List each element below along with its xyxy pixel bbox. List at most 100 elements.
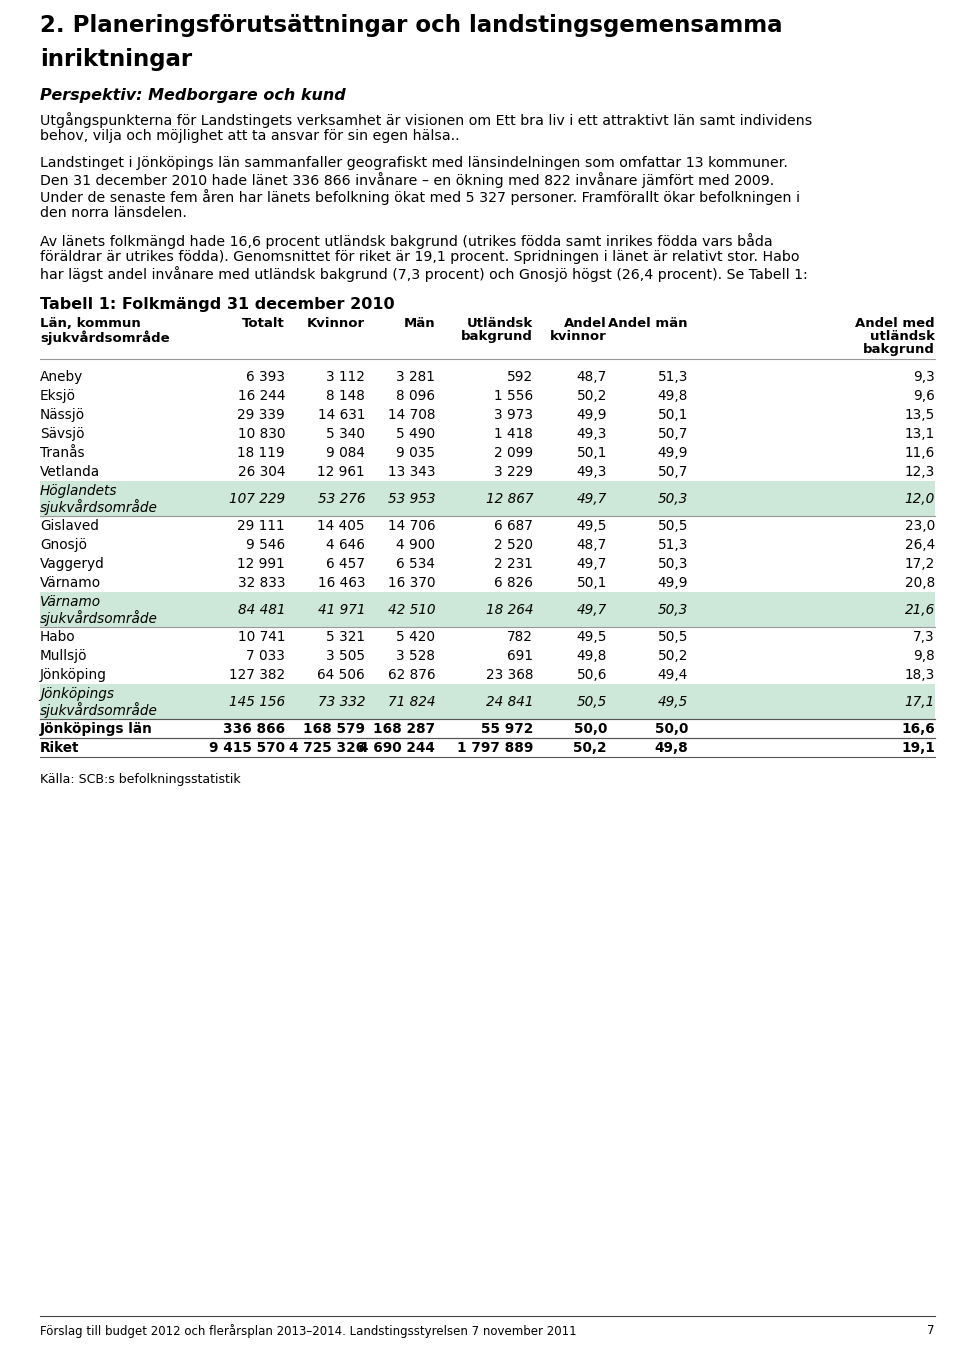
Text: 12 961: 12 961 [318, 465, 365, 478]
Text: 3 528: 3 528 [396, 648, 435, 663]
Text: 1 418: 1 418 [494, 427, 533, 440]
Text: 49,5: 49,5 [577, 629, 607, 644]
Text: 21,6: 21,6 [904, 602, 935, 617]
Text: 20,8: 20,8 [904, 576, 935, 590]
Text: 26,4: 26,4 [904, 538, 935, 552]
Text: Utländsk: Utländsk [467, 317, 533, 330]
Text: 3 281: 3 281 [396, 370, 435, 383]
Text: Under de senaste fem åren har länets befolkning ökat med 5 327 personer. Framför: Under de senaste fem åren har länets bef… [40, 189, 800, 205]
Text: sjukvårdsområde: sjukvårdsområde [40, 610, 157, 626]
Text: Förslag till budget 2012 och flerårsplan 2013–2014. Landstingsstyrelsen 7 novemb: Förslag till budget 2012 och flerårsplan… [40, 1324, 577, 1339]
Text: 50,3: 50,3 [658, 557, 688, 571]
Text: 10 741: 10 741 [237, 629, 285, 644]
Text: 32 833: 32 833 [237, 576, 285, 590]
Text: Värnamo: Värnamo [40, 576, 101, 590]
Text: Andel med: Andel med [855, 317, 935, 330]
Text: 127 382: 127 382 [228, 667, 285, 682]
Text: Perspektiv: Medborgare och kund: Perspektiv: Medborgare och kund [40, 88, 346, 103]
Text: 16,6: 16,6 [901, 722, 935, 735]
Text: 2 231: 2 231 [494, 557, 533, 571]
Text: 13,1: 13,1 [904, 427, 935, 440]
Text: 14 708: 14 708 [388, 408, 435, 421]
Text: Sävsjö: Sävsjö [40, 427, 84, 442]
Text: 19,1: 19,1 [901, 741, 935, 754]
Text: 12 991: 12 991 [237, 557, 285, 571]
Text: 49,8: 49,8 [577, 648, 607, 663]
Text: 5 321: 5 321 [326, 629, 365, 644]
Text: 5 490: 5 490 [396, 427, 435, 440]
Text: behov, vilja och möjlighet att ta ansvar för sin egen hälsa..: behov, vilja och möjlighet att ta ansvar… [40, 129, 460, 143]
Text: Habo: Habo [40, 631, 76, 644]
Text: 49,7: 49,7 [577, 557, 607, 571]
Text: Jönköpings: Jönköpings [40, 688, 114, 701]
Text: 50,1: 50,1 [658, 408, 688, 421]
Text: 49,8: 49,8 [655, 741, 688, 754]
Text: 50,2: 50,2 [658, 648, 688, 663]
Text: 592: 592 [507, 370, 533, 383]
Text: Kvinnor: Kvinnor [307, 317, 365, 330]
Bar [40, 684, 935, 719]
Text: 2 099: 2 099 [493, 446, 533, 459]
Text: 24 841: 24 841 [486, 694, 533, 708]
Text: Män: Män [403, 317, 435, 330]
Text: 5 340: 5 340 [326, 427, 365, 440]
Text: 691: 691 [507, 648, 533, 663]
Text: 7 033: 7 033 [246, 648, 285, 663]
Text: 14 706: 14 706 [388, 519, 435, 533]
Text: sjukvårdsområde: sjukvårdsområde [40, 703, 157, 718]
Text: 16 463: 16 463 [318, 576, 365, 590]
Text: 50,2: 50,2 [573, 741, 607, 754]
Text: 41 971: 41 971 [318, 602, 365, 617]
Text: 26 304: 26 304 [237, 465, 285, 478]
Text: 49,8: 49,8 [658, 389, 688, 402]
Text: 13 343: 13 343 [388, 465, 435, 478]
Text: 1 797 889: 1 797 889 [457, 741, 533, 754]
Text: 49,9: 49,9 [577, 408, 607, 421]
Text: 8 096: 8 096 [396, 389, 435, 402]
Text: 62 876: 62 876 [388, 667, 435, 682]
Text: 18,3: 18,3 [904, 667, 935, 682]
Text: Vaggeryd: Vaggeryd [40, 557, 105, 571]
Text: Den 31 december 2010 hade länet 336 866 invånare – en ökning med 822 invånare jä: Den 31 december 2010 hade länet 336 866 … [40, 173, 775, 189]
Text: 50,3: 50,3 [658, 602, 688, 617]
Text: 50,1: 50,1 [577, 446, 607, 459]
Text: 6 393: 6 393 [246, 370, 285, 383]
Text: 3 973: 3 973 [494, 408, 533, 421]
Text: 50,6: 50,6 [577, 667, 607, 682]
Text: 1 556: 1 556 [493, 389, 533, 402]
Text: 9 546: 9 546 [246, 538, 285, 552]
Text: 7,3: 7,3 [913, 629, 935, 644]
Text: 53 276: 53 276 [318, 492, 365, 506]
Text: Jönköpings län: Jönköpings län [40, 722, 153, 737]
Text: 11,6: 11,6 [904, 446, 935, 459]
Text: 12,3: 12,3 [904, 465, 935, 478]
Text: inriktningar: inriktningar [40, 48, 192, 71]
Text: Län, kommun: Län, kommun [40, 317, 141, 330]
Text: 50,5: 50,5 [658, 629, 688, 644]
Text: Eksjö: Eksjö [40, 389, 76, 404]
Text: kvinnor: kvinnor [550, 330, 607, 344]
Text: 49,5: 49,5 [658, 694, 688, 708]
Text: 23 368: 23 368 [486, 667, 533, 682]
Text: Gnosjö: Gnosjö [40, 538, 87, 552]
Text: Tranås: Tranås [40, 446, 84, 461]
Text: Andel: Andel [564, 317, 607, 330]
Text: 55 972: 55 972 [481, 722, 533, 735]
Text: 49,7: 49,7 [577, 492, 607, 506]
Text: 50,2: 50,2 [577, 389, 607, 402]
Text: Av länets folkmängd hade 16,6 procent utländsk bakgrund (utrikes födda samt inri: Av länets folkmängd hade 16,6 procent ut… [40, 232, 773, 249]
Text: 9,3: 9,3 [913, 370, 935, 383]
Text: Aneby: Aneby [40, 370, 84, 385]
Text: Landstinget i Jönköpings län sammanfaller geografiskt med länsindelningen som om: Landstinget i Jönköpings län sammanfalle… [40, 155, 788, 170]
Text: 4 725 326: 4 725 326 [289, 741, 365, 754]
Text: Mullsjö: Mullsjö [40, 650, 87, 663]
Text: 8 148: 8 148 [326, 389, 365, 402]
Text: Källa: SCB:s befolkningsstatistik: Källa: SCB:s befolkningsstatistik [40, 773, 241, 787]
Text: bakgrund: bakgrund [461, 330, 533, 344]
Text: 9 035: 9 035 [396, 446, 435, 459]
Text: 49,3: 49,3 [577, 465, 607, 478]
Text: Riket: Riket [40, 741, 80, 756]
Text: 2. Planeringsförutsättningar och landstingsgemensamma: 2. Planeringsförutsättningar och landsti… [40, 14, 782, 37]
Text: 12 867: 12 867 [486, 492, 533, 506]
Text: 4 646: 4 646 [326, 538, 365, 552]
